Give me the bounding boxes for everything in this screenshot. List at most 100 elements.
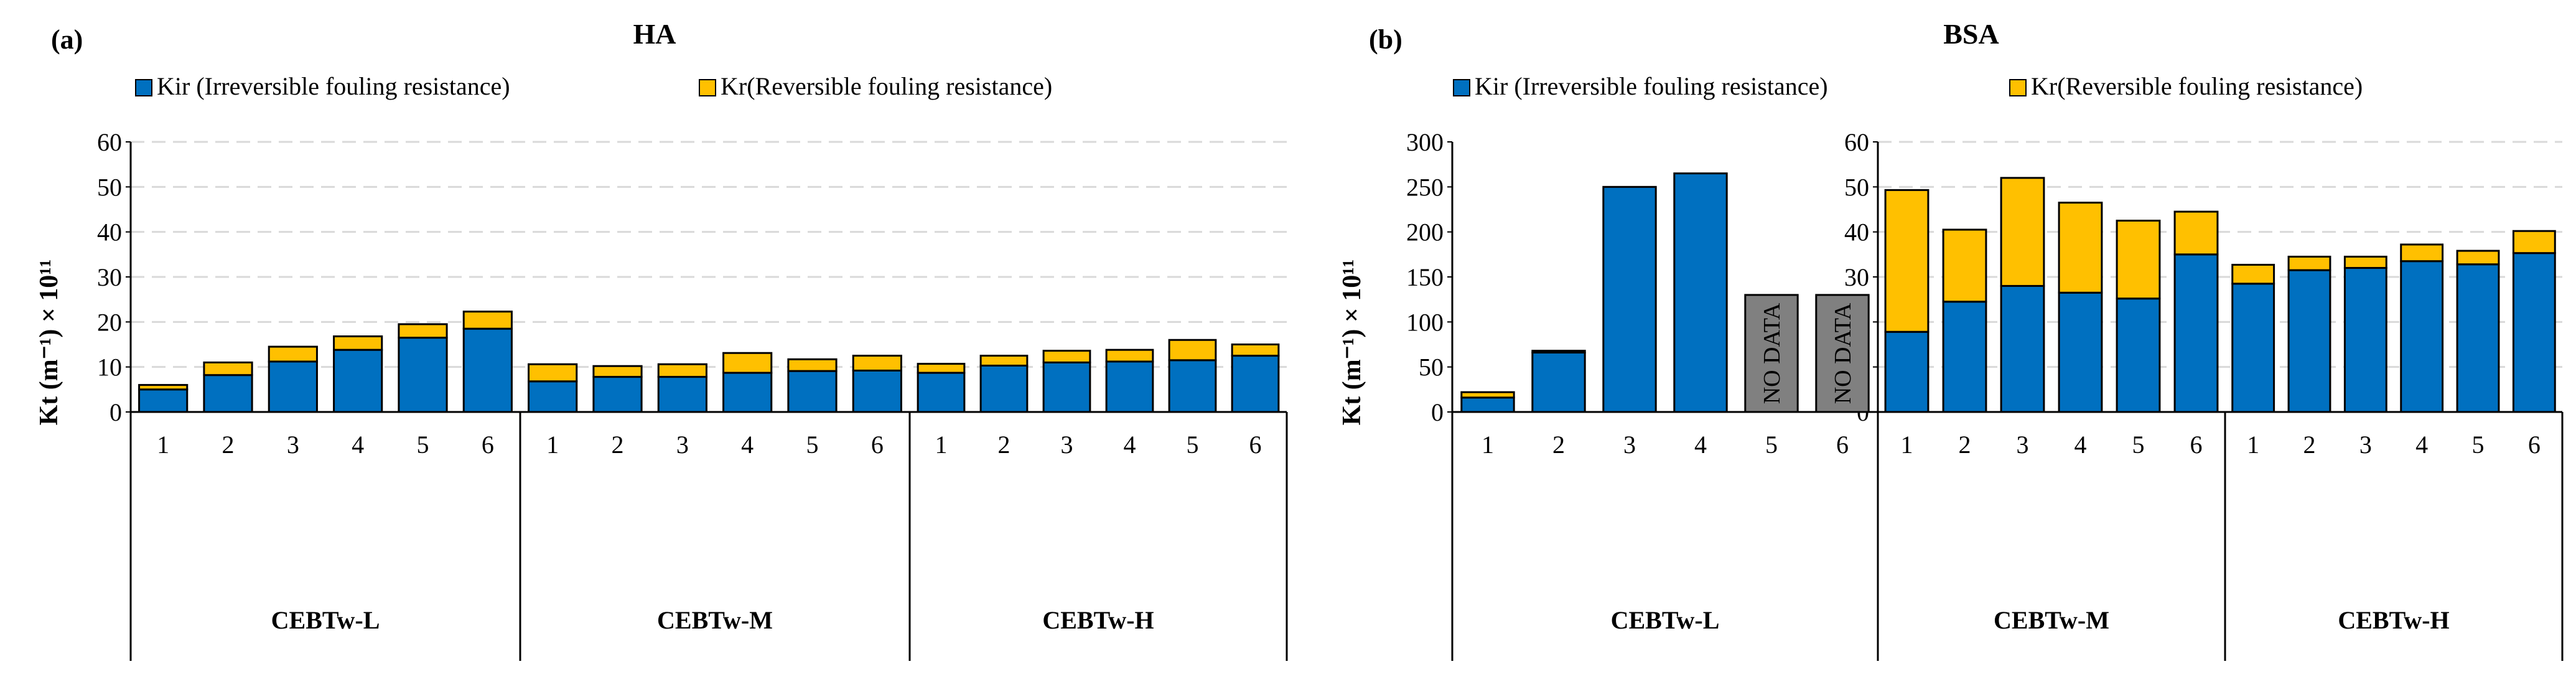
- panel-b-left-ytick: 150: [1406, 263, 1444, 291]
- panel-b-g0-xtick-1: 1: [1482, 431, 1494, 459]
- panel-b-group-label-CEBTw-H: CEBTw-H: [2338, 606, 2449, 634]
- panel-b-g2-kir-bar-2: [2287, 269, 2331, 413]
- panel-a-g2-kir-bar-1: [917, 372, 966, 413]
- panel-b-g2-xtick-2: 2: [2303, 431, 2316, 459]
- panel-b-g0-kir-bar-3: [1602, 185, 1657, 413]
- panel-a-g1-kir-bar-3: [657, 376, 707, 413]
- panel-b-g0-kr-bar-2: [1531, 350, 1586, 354]
- panel-b-legend-kr-swatch: [2009, 79, 2027, 96]
- panel-b-g0-kr-bar-1: [1460, 391, 1515, 399]
- panel-b-g2-kir-bar-6: [2512, 252, 2556, 413]
- panel-b-left-ytick: 300: [1406, 128, 1444, 156]
- panel-b-label: (b): [1369, 24, 1402, 55]
- panel-a-g0-xtick-1: 1: [157, 431, 169, 459]
- panel-a-g1-kr-bar-5: [787, 358, 838, 372]
- panel-b-g0-xtick-6: 6: [1836, 431, 1849, 459]
- panel-b-g1-xtick-6: 6: [2190, 431, 2203, 459]
- panel-a-group-label-CEBTw-M: CEBTw-M: [657, 606, 773, 634]
- panel-b-g1-kir-bar-1: [1884, 330, 1930, 413]
- panel-a-ytick: 60: [97, 128, 122, 156]
- panel-b-g1-kir-bar-4: [2058, 291, 2103, 413]
- panel-a-g2-kr-bar-4: [1105, 348, 1154, 363]
- panel-a-g1-kr-bar-4: [722, 352, 773, 374]
- panel-a-g0-kr-bar-5: [398, 323, 448, 339]
- panel-a-g1-kr-bar-3: [657, 363, 707, 378]
- panel-a-g0-kr-bar-6: [462, 311, 513, 330]
- panel-b-g2-kir-bar-4: [2400, 260, 2444, 413]
- panel-b-g0-xtick-4: 4: [1694, 431, 1707, 459]
- panel-a-legend-kir-label: Kir (Irreversible fouling resistance): [157, 72, 510, 100]
- panel-a-ytick: 50: [97, 173, 122, 201]
- panel-b-g2-xtick-4: 4: [2415, 431, 2428, 459]
- panel-b-left-ytick: 0: [1431, 398, 1444, 426]
- panel-b-group-label-CEBTw-L: CEBTw-L: [1611, 606, 1720, 634]
- panel-b-g1-kr-bar-3: [2000, 177, 2045, 287]
- panel-a-legend-kr-label: Kr(Reversible fouling resistance): [721, 72, 1052, 100]
- panel-a-g2-kir-bar-5: [1168, 359, 1217, 413]
- panel-b-g1-xtick-4: 4: [2074, 431, 2087, 459]
- panel-a-g2-kr-bar-1: [917, 363, 966, 374]
- panel-b-g0-xtick-2: 2: [1552, 431, 1565, 459]
- panel-b-g2-kir-bar-3: [2343, 267, 2387, 413]
- panel-a-g2-kir-bar-3: [1042, 361, 1091, 413]
- panel-a-g1-xtick-5: 5: [806, 431, 819, 459]
- panel-a-g0-kir-bar-1: [138, 388, 189, 413]
- panel-b-g1-kir-bar-2: [1942, 301, 1987, 413]
- panel-a-g1-kir-bar-5: [787, 370, 838, 413]
- panel-b-right-ytick: 40: [1844, 218, 1869, 246]
- panel-b-g1-kr-bar-6: [2173, 210, 2219, 256]
- panel-a-legend-kr-swatch: [699, 79, 716, 96]
- panel-b-legend-kir-swatch: [1453, 79, 1470, 96]
- panel-a-title: HA: [633, 18, 676, 50]
- panel-b-g0-xtick-5: 5: [1765, 431, 1778, 459]
- panel-a-g2-xtick-4: 4: [1124, 431, 1136, 459]
- panel-b-g1-kir-bar-3: [2000, 284, 2045, 413]
- panel-b-right-ytick: 30: [1844, 263, 1869, 291]
- panel-a-g0-kir-bar-3: [268, 360, 318, 413]
- panel-a-ytick: 0: [110, 398, 122, 426]
- panel-a-g2-xtick-1: 1: [935, 431, 948, 459]
- panel-a-ylabel: Kt (m⁻¹) × 10¹¹: [35, 260, 63, 426]
- panel-a-g0-xtick-5: 5: [417, 431, 429, 459]
- panel-a-g1-kir-bar-6: [852, 369, 902, 413]
- panel-b-g2-xtick-5: 5: [2472, 431, 2485, 459]
- panel-a-g2-kir-bar-2: [979, 364, 1029, 413]
- panel-a-g0-kr-bar-3: [268, 345, 318, 363]
- panel-b-g1-kr-bar-5: [2116, 220, 2161, 300]
- panel-b-nodata-bar-5: [1744, 294, 1799, 413]
- panel-b-g1-xtick-1: 1: [1901, 431, 1913, 459]
- panel-a-g2-kr-bar-3: [1042, 350, 1091, 363]
- panel-a-g2-kir-bar-6: [1231, 355, 1280, 413]
- panel-a-g1-xtick-2: 2: [612, 431, 624, 459]
- panel-a-g1-kr-bar-1: [528, 363, 578, 383]
- panel-a-g2-kr-bar-2: [979, 355, 1029, 367]
- panel-b-g0-xtick-3: 3: [1623, 431, 1636, 459]
- panel-a-g2-kr-bar-6: [1231, 344, 1280, 357]
- panel-b-g2-xtick-3: 3: [2359, 431, 2372, 459]
- panel-b-left-ytick: 50: [1419, 353, 1444, 381]
- panel-a-g0-kir-bar-6: [462, 327, 513, 413]
- panel-b-g1-kr-bar-1: [1884, 189, 1930, 333]
- panel-b-g2-kr-bar-2: [2287, 255, 2331, 271]
- panel-b-left-ytick: 100: [1406, 308, 1444, 336]
- panel-a-g0-xtick-4: 4: [352, 431, 364, 459]
- panel-b-g2-xtick-1: 1: [2247, 431, 2259, 459]
- panel-a-g2-xtick-5: 5: [1187, 431, 1199, 459]
- panel-a-group-label-CEBTw-L: CEBTw-L: [271, 606, 380, 634]
- panel-b-g2-kr-bar-6: [2512, 230, 2556, 255]
- panel-b-g2-kr-bar-1: [2231, 263, 2275, 285]
- panel-b-group-label-CEBTw-M: CEBTw-M: [1994, 606, 2109, 634]
- panel-b-legend-kir-label: Kir (Irreversible fouling resistance): [1475, 72, 1828, 100]
- panel-a-g2-kr-bar-5: [1168, 339, 1217, 362]
- panel-b-right-ytick: 50: [1844, 173, 1869, 201]
- panel-b-left-ytick: 250: [1406, 173, 1444, 201]
- panel-a-g1-xtick-4: 4: [741, 431, 754, 459]
- panel-b-ylabel: Kt (m⁻¹) × 10¹¹: [1338, 260, 1366, 426]
- panel-a-ytick: 20: [97, 308, 122, 336]
- panel-a-g1-kr-bar-6: [852, 355, 902, 372]
- panel-a-g0-kr-bar-4: [333, 335, 383, 351]
- panel-a-g0-kir-bar-5: [398, 337, 448, 413]
- panel-b-left-ytick: 200: [1406, 218, 1444, 246]
- panel-b-g1-xtick-3: 3: [2017, 431, 2029, 459]
